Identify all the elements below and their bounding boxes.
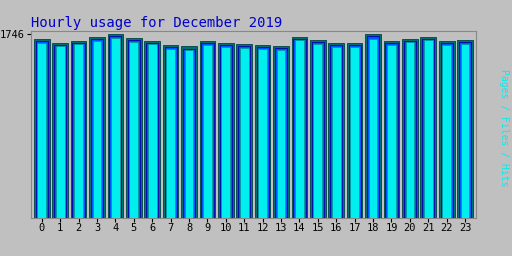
Bar — [328, 43, 344, 218]
Bar — [439, 41, 455, 218]
Bar — [71, 41, 87, 218]
Bar — [312, 42, 324, 218]
Bar — [34, 39, 50, 218]
Bar — [166, 49, 175, 218]
Bar — [200, 41, 215, 218]
Bar — [457, 40, 473, 218]
Bar — [222, 47, 230, 218]
Bar — [146, 43, 158, 218]
Bar — [293, 39, 306, 218]
Bar — [383, 41, 399, 218]
Bar — [109, 36, 121, 218]
Bar — [350, 47, 359, 218]
Bar — [183, 49, 195, 218]
Bar — [310, 40, 326, 218]
Bar — [108, 34, 123, 218]
Bar — [420, 37, 436, 218]
Bar — [237, 44, 252, 218]
Bar — [257, 47, 269, 218]
Bar — [91, 39, 103, 218]
Bar — [459, 42, 471, 218]
Bar — [386, 43, 398, 218]
Bar — [422, 39, 434, 218]
Bar — [273, 47, 289, 218]
Bar — [111, 38, 120, 218]
Bar — [255, 45, 270, 218]
Bar — [185, 50, 194, 218]
Bar — [330, 45, 343, 218]
Bar — [365, 34, 381, 218]
Text: Pages / Files / Hits: Pages / Files / Hits — [499, 69, 509, 187]
Bar — [126, 38, 142, 218]
Bar — [74, 44, 83, 218]
Bar — [313, 44, 322, 218]
Bar — [461, 44, 470, 218]
Bar — [238, 46, 250, 218]
Bar — [295, 40, 304, 218]
Bar — [406, 42, 414, 218]
Bar — [275, 48, 287, 218]
Bar — [56, 47, 65, 218]
Bar — [89, 37, 105, 218]
Bar — [441, 43, 453, 218]
Bar — [258, 49, 267, 218]
Bar — [93, 41, 101, 218]
Bar — [292, 37, 307, 218]
Bar — [203, 45, 212, 218]
Bar — [240, 48, 249, 218]
Bar — [387, 45, 396, 218]
Bar — [424, 40, 433, 218]
Bar — [52, 43, 68, 218]
Bar — [442, 45, 451, 218]
Bar — [130, 42, 138, 218]
Bar — [218, 43, 233, 218]
Bar — [164, 47, 177, 218]
Bar — [181, 47, 197, 218]
Bar — [402, 39, 418, 218]
Bar — [144, 41, 160, 218]
Bar — [37, 43, 46, 218]
Bar — [276, 50, 285, 218]
Bar — [201, 43, 214, 218]
Bar — [349, 45, 361, 218]
Bar — [347, 43, 362, 218]
Bar — [220, 45, 232, 218]
Bar — [367, 37, 379, 218]
Bar — [36, 41, 48, 218]
Bar — [163, 45, 179, 218]
Bar — [332, 47, 340, 218]
Bar — [148, 44, 157, 218]
Bar — [404, 41, 416, 218]
Bar — [73, 43, 84, 218]
Bar — [127, 40, 140, 218]
Text: Hourly usage for December 2019: Hourly usage for December 2019 — [31, 16, 282, 29]
Bar — [369, 39, 377, 218]
Bar — [54, 45, 66, 218]
